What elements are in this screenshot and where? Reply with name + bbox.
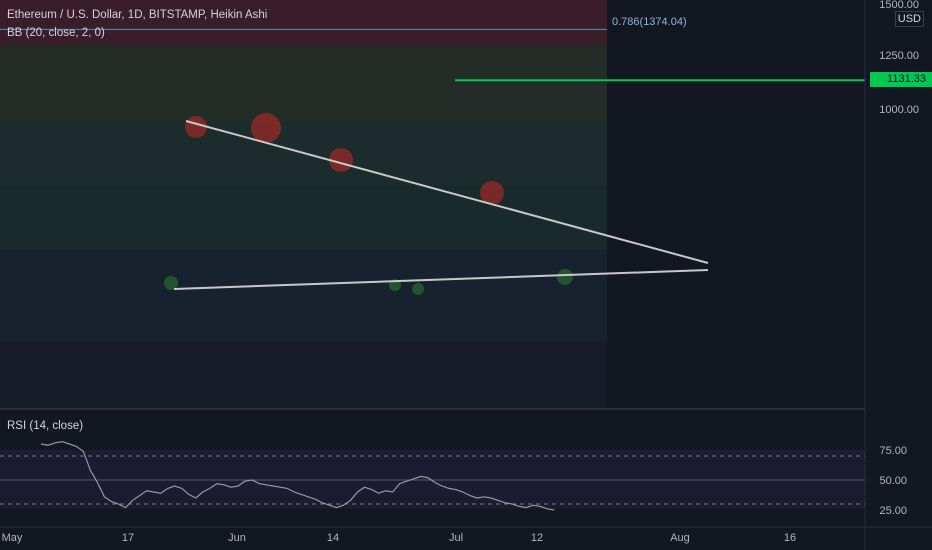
rsi-tick-label: 50.00: [879, 475, 907, 487]
rsi-legend[interactable]: RSI (14, close): [7, 420, 84, 432]
trendlines[interactable]: [173, 120, 709, 290]
resistance-trendline[interactable]: [185, 120, 709, 264]
time-tick-label: Jul: [449, 532, 463, 544]
time-tick-label: Aug: [670, 532, 690, 544]
time-tick-label: 17: [122, 532, 134, 544]
fib-zone-blue: [0, 250, 607, 341]
fib-zone-blue2: [0, 341, 607, 408]
rsi-pane: [0, 440, 865, 511]
fib-zone-teal2: [0, 186, 607, 250]
price-tag[interactable]: 1131.33: [870, 72, 932, 88]
rsi-axis[interactable]: 75.00 50.00 25.00: [879, 445, 907, 517]
pivot-circle: [185, 116, 207, 138]
time-tick-label: 16: [784, 532, 796, 544]
price-tick-label: 1250.00: [879, 50, 919, 62]
pivot-circle: [329, 148, 353, 172]
pivot-circle: [164, 276, 178, 290]
bb-legend[interactable]: BB (20, close, 2, 0): [7, 27, 105, 39]
pivot-circle: [412, 283, 424, 295]
time-axis[interactable]: May 17 Jun 14 Jul 12 Aug 16: [2, 532, 797, 544]
fib-zone-red: [0, 0, 607, 45]
rsi-line: [41, 440, 555, 511]
support-trendline[interactable]: [173, 269, 709, 290]
pivot-circle: [480, 181, 504, 205]
chart-title: Ethereum / U.S. Dollar, 1D, BITSTAMP, He…: [7, 9, 268, 21]
currency-badge[interactable]: USD: [894, 11, 924, 27]
time-tick-label: 12: [531, 532, 543, 544]
price-tick-label: 1500.00: [879, 0, 919, 11]
price-axis[interactable]: 3750.003500.003250.003000.002750.002500.…: [879, 0, 919, 116]
price-levels[interactable]: [0, 0, 865, 82]
time-tick-label: 14: [327, 532, 339, 544]
pivot-circle: [557, 269, 573, 285]
rsi-tick-label: 75.00: [879, 445, 907, 457]
time-tick-label: Jun: [228, 532, 246, 544]
fib-lines: [0, 28, 607, 30]
fib-zone-teal: [0, 123, 607, 186]
fib-label: 0.786(1374.04): [612, 16, 687, 29]
fib-zone-olive: [0, 45, 607, 123]
rsi-tick-label: 25.00: [879, 505, 907, 517]
pivot-circles: [164, 113, 573, 295]
price-tick-label: 1000.00: [879, 104, 919, 116]
pivot-circle: [251, 113, 281, 143]
time-tick-label: May: [2, 532, 23, 544]
